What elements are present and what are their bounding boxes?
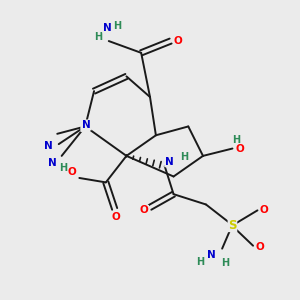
Text: H: H [196,257,204,267]
Text: O: O [68,167,76,177]
Text: N: N [165,157,173,167]
Text: H: H [59,163,67,173]
Text: H: H [113,21,122,31]
Text: N: N [103,23,112,33]
Text: H: H [94,32,103,42]
Text: O: O [140,206,148,215]
Text: O: O [255,242,264,252]
Text: N: N [49,158,57,168]
Text: N: N [44,141,53,151]
Text: H: H [232,135,240,145]
Text: O: O [174,36,182,46]
Text: O: O [236,143,244,154]
Text: O: O [112,212,121,222]
Text: H: H [180,152,188,162]
Text: N: N [208,250,216,260]
Text: S: S [228,219,237,232]
Text: N: N [81,122,90,131]
Text: O: O [260,206,268,215]
Text: H: H [221,258,229,268]
Text: N: N [82,120,91,130]
